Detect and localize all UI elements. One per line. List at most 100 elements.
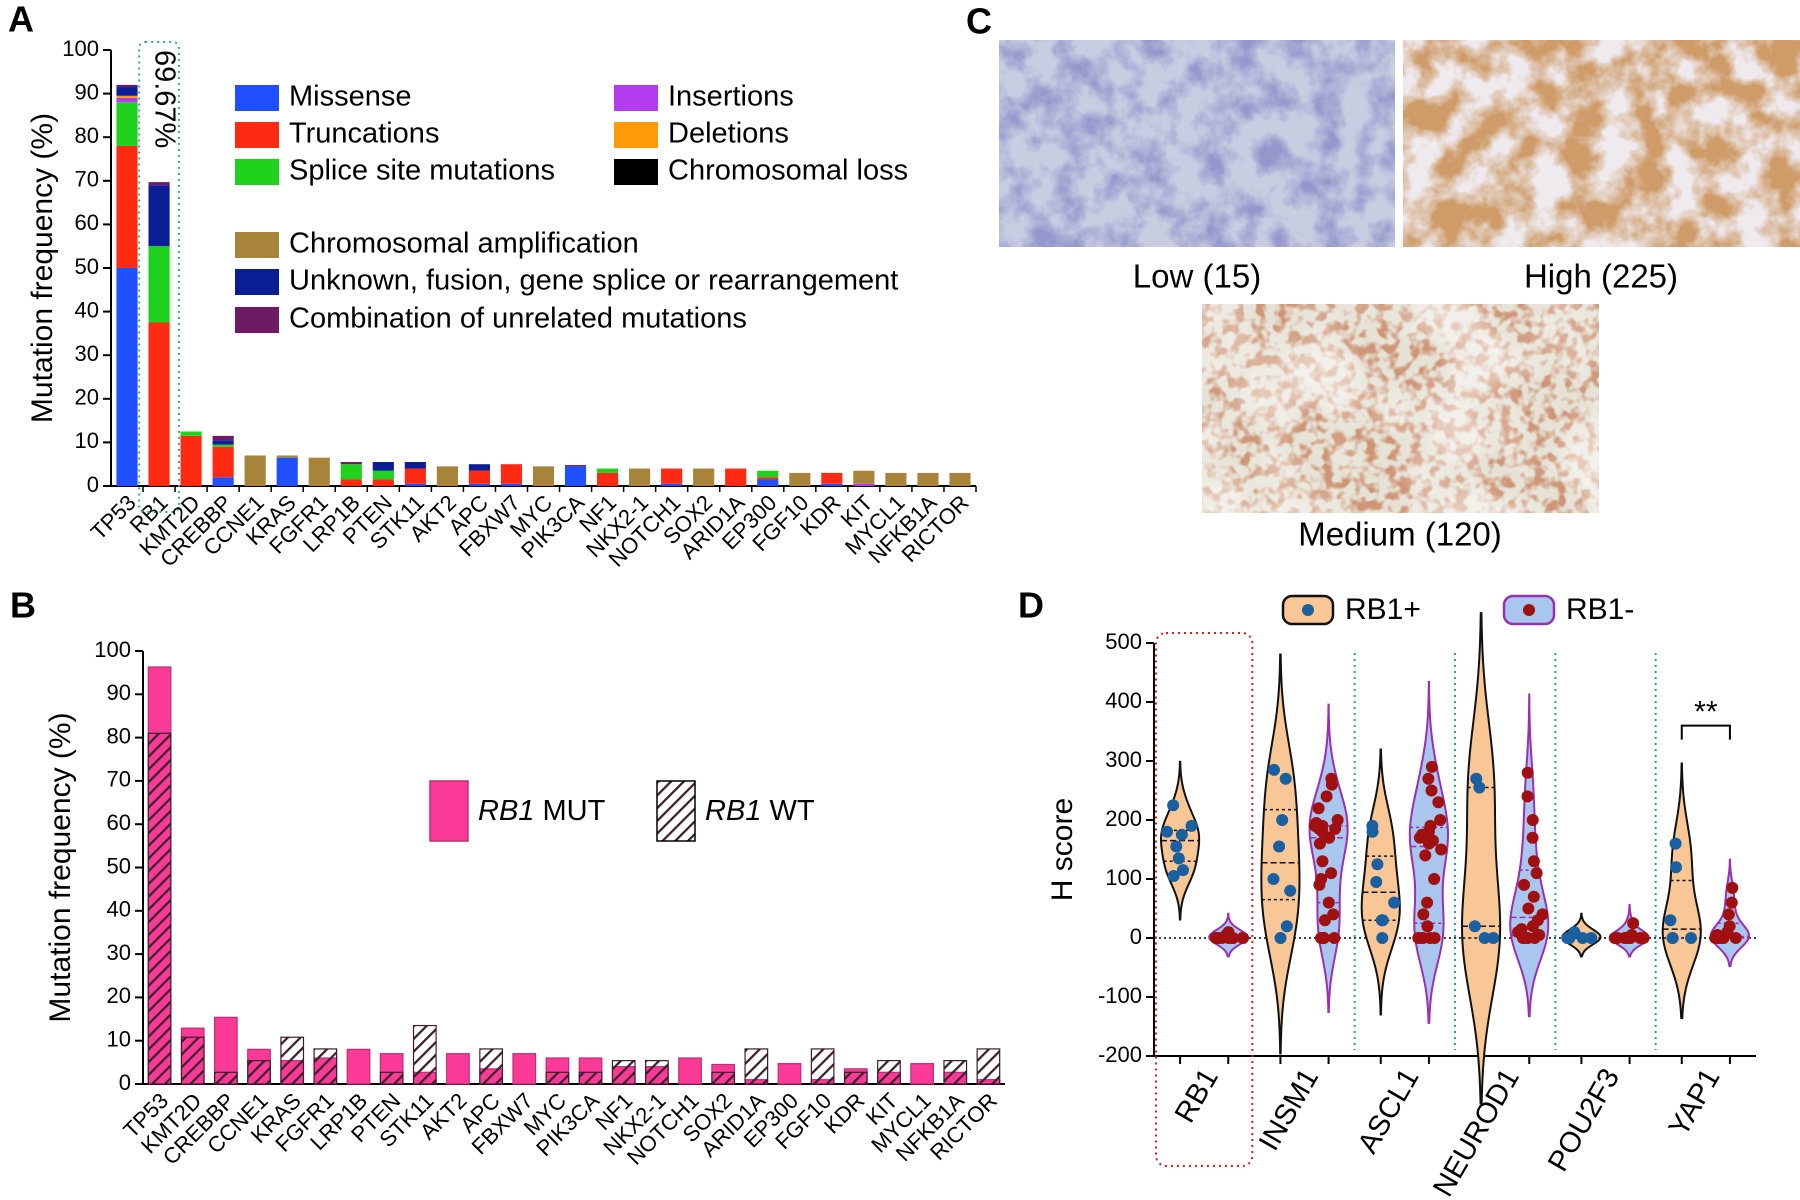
hatched-bar [611, 1060, 636, 1085]
y-tick-label: 30 [75, 341, 99, 366]
hatched-bar [412, 1024, 437, 1085]
bar-segment [340, 464, 362, 480]
y-tick-label: 100 [1105, 865, 1142, 890]
y-tick-label: 200 [1105, 806, 1142, 831]
bar [346, 1048, 371, 1085]
bar-segment [853, 483, 875, 486]
bar-segment [116, 95, 138, 98]
hatched-bar [645, 1060, 669, 1085]
data-point [1388, 896, 1401, 909]
bar-segment [917, 472, 939, 486]
data-point [1170, 840, 1183, 853]
data-point [1425, 760, 1438, 773]
data-point [1175, 828, 1188, 841]
bar-segment [116, 145, 138, 268]
data-point [1527, 890, 1540, 903]
data-point [1185, 819, 1198, 832]
legend-label: Missense [289, 81, 412, 113]
hatched-bar [877, 1060, 901, 1085]
violin [1308, 703, 1349, 1014]
bar-segment [212, 444, 234, 447]
bar-segment [372, 470, 394, 480]
data-point [1670, 861, 1683, 874]
bar-segment [789, 472, 811, 486]
data-point [1435, 843, 1448, 856]
micrograph [1202, 304, 1599, 513]
x-tick-label: ASCL1 [1352, 1063, 1426, 1159]
data-point [1608, 932, 1621, 944]
data-point [1273, 840, 1286, 853]
legend-label: RB1 WT [705, 795, 815, 827]
legend-point [1302, 604, 1314, 616]
bar-segment [148, 182, 170, 186]
data-point [1576, 932, 1589, 944]
legend-label: Combination of unrelated mutations [289, 303, 747, 335]
data-point [1371, 858, 1384, 871]
hatched-bar [247, 1060, 271, 1085]
highlight-box [1155, 632, 1254, 1167]
bar-segment [564, 465, 587, 467]
bar-segment [436, 466, 458, 486]
bar-segment [564, 466, 587, 486]
bar-segment [468, 470, 490, 484]
data-point [1425, 784, 1438, 797]
y-tick-label: 70 [107, 767, 131, 792]
y-tick-label: 0 [87, 472, 99, 497]
violin [1509, 693, 1550, 1018]
micrograph [1403, 40, 1800, 247]
bar-segment [116, 87, 138, 96]
bar-segment [148, 322, 170, 486]
legend-swatch [235, 122, 279, 148]
y-tick-label: -100 [1098, 983, 1142, 1008]
data-point [1279, 772, 1292, 785]
legend-point [1523, 604, 1535, 616]
data-point [1167, 799, 1180, 812]
data-point [1317, 932, 1330, 944]
legend-swatch [235, 159, 279, 185]
data-point [1284, 884, 1297, 897]
bar-segment [340, 479, 362, 486]
violin [1661, 762, 1702, 1020]
y-tick-label: 80 [107, 723, 131, 748]
data-point [1722, 908, 1735, 921]
bar-segment [597, 468, 619, 473]
bar-segment [212, 446, 234, 478]
legend-swatch [614, 159, 658, 185]
legend-swatch [235, 232, 279, 258]
bar-segment [629, 468, 651, 486]
data-point [1413, 831, 1426, 844]
bar-segment [308, 457, 330, 486]
y-tick-label: 20 [107, 983, 131, 1008]
legend-label: RB1+ [1345, 593, 1421, 626]
hatched-bar [313, 1048, 338, 1085]
bar-segment [404, 483, 426, 486]
data-point [1412, 932, 1425, 944]
bar-segment [821, 483, 843, 486]
bar-segment [693, 468, 715, 486]
data-point [1325, 778, 1338, 791]
y-tick-label: 0 [119, 1070, 131, 1095]
legend-label: Insertions [668, 81, 794, 113]
data-point [1473, 781, 1486, 794]
data-point [1528, 932, 1541, 944]
data-point [1227, 932, 1240, 944]
hatched-bar [843, 1071, 868, 1085]
data-point [1530, 867, 1543, 880]
data-point [1527, 855, 1540, 868]
bar-segment [757, 479, 779, 486]
bar-segment [372, 462, 394, 471]
data-point [1518, 878, 1531, 891]
bar [512, 1053, 537, 1085]
x-tick-label: POU2F3 [1542, 1063, 1626, 1177]
data-point [1161, 825, 1174, 838]
bar-segment [404, 468, 426, 484]
legend-swatch [429, 780, 469, 842]
hatched-bar [180, 1036, 205, 1085]
bar [777, 1063, 802, 1085]
legend-label: Truncations [289, 118, 439, 150]
bar-segment [244, 455, 266, 486]
data-point [1526, 831, 1539, 844]
data-point [1432, 796, 1445, 809]
y-axis-title: H score [1046, 798, 1079, 901]
